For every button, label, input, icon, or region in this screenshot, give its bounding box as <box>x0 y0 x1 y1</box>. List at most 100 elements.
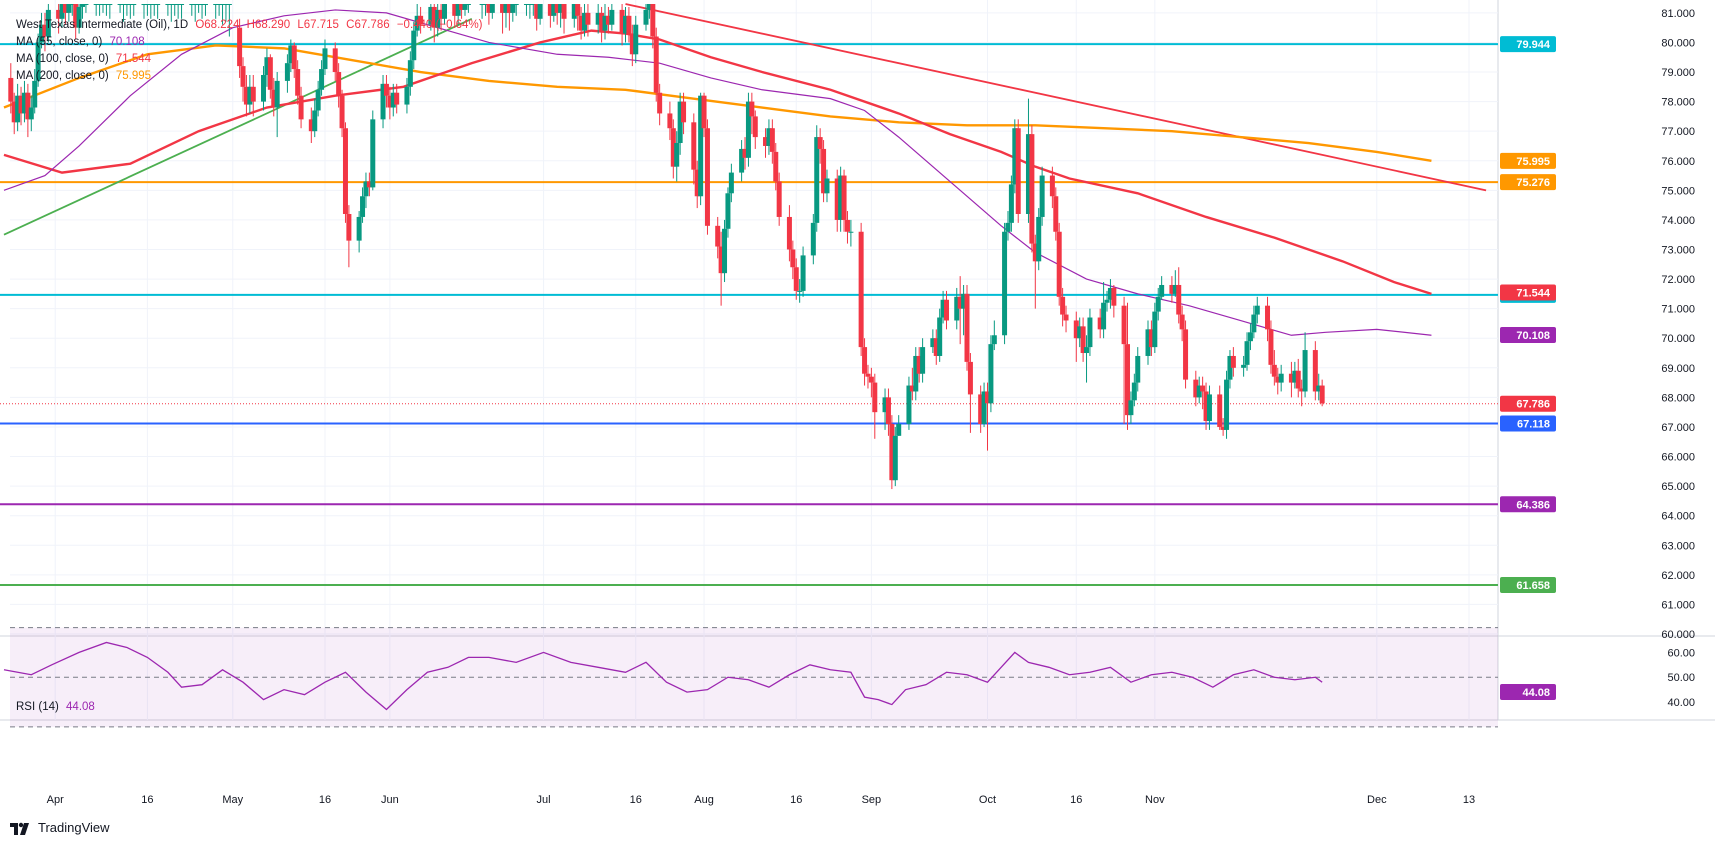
price-tick-label: 72.000 <box>1661 274 1695 286</box>
candle <box>308 107 314 144</box>
candle <box>315 80 321 117</box>
candle-body <box>100 4 106 5</box>
candle <box>28 95 34 132</box>
ma100-legend[interactable]: MA (100, close, 0) 71.544 <box>16 50 151 68</box>
rsi-legend[interactable]: RSI (14) 44.08 <box>16 701 95 713</box>
candle <box>284 54 290 93</box>
candle <box>452 4 458 28</box>
ma200-legend[interactable]: MA (200, close, 0) 75.995 <box>16 67 151 85</box>
candle <box>380 74 386 129</box>
candle-body <box>462 4 468 10</box>
candle-body <box>264 57 270 75</box>
candle-body <box>1244 341 1250 365</box>
candle-body <box>1271 364 1277 377</box>
candle-body <box>745 101 751 158</box>
candle <box>530 4 536 16</box>
tradingview-brand[interactable]: TradingView <box>10 820 110 835</box>
candle-body <box>906 385 912 424</box>
ma-badge-box <box>1500 327 1556 344</box>
candle <box>677 92 683 155</box>
price-tick-label: 80.000 <box>1661 37 1695 49</box>
candle <box>1268 320 1274 374</box>
candle-body <box>240 66 246 87</box>
candle <box>940 290 946 324</box>
candle-body <box>510 4 516 13</box>
candle <box>1230 347 1236 377</box>
level-badge: 75.276 <box>1500 174 1556 191</box>
candle-body <box>1056 231 1062 297</box>
candle <box>715 216 721 259</box>
candle <box>1247 323 1253 351</box>
price-tick-label: 60.000 <box>1661 629 1695 641</box>
candle <box>1077 317 1083 348</box>
ma55-legend[interactable]: MA (55, close, 0) 70.108 <box>16 33 145 51</box>
price-tick-label: 73.000 <box>1661 244 1695 256</box>
candle-body <box>824 178 830 194</box>
candle-body <box>841 175 847 220</box>
candle <box>776 172 782 226</box>
candle <box>1200 376 1206 410</box>
candle-body <box>216 4 222 5</box>
candle <box>120 4 126 22</box>
candle-body <box>479 4 485 5</box>
candle-body <box>561 4 567 19</box>
candle-body <box>653 36 659 93</box>
candle <box>1159 276 1165 300</box>
candle <box>465 4 471 13</box>
price-axis[interactable]: 60.000 61.000 62.000 63.000 64.000 65.000 66.0… <box>1661 8 1695 709</box>
ma-line <box>3 44 1432 162</box>
candle <box>582 4 588 37</box>
candle-body <box>930 338 936 348</box>
ma-line <box>3 9 1432 336</box>
candle <box>66 4 72 22</box>
candle-body <box>226 4 232 5</box>
candle-body <box>172 4 178 5</box>
symbol-legend[interactable]: West Texas Intermediate (Oil), 1D O68.22… <box>16 16 483 34</box>
candle-body <box>202 4 208 5</box>
candle-body <box>1224 379 1230 430</box>
candle-body <box>332 48 338 73</box>
candle <box>1203 382 1209 430</box>
candle-body <box>623 15 628 34</box>
candle-body <box>1288 373 1294 383</box>
candle <box>944 290 950 330</box>
candle <box>1029 125 1035 253</box>
candle <box>800 246 806 297</box>
candle <box>749 92 755 135</box>
candle <box>360 187 366 223</box>
candle-body <box>1268 329 1274 365</box>
candle-body <box>1148 329 1154 348</box>
candle-body <box>1299 388 1305 392</box>
candle-body <box>858 231 864 348</box>
time-tick-label: Nov <box>1145 794 1165 806</box>
ma-badge-label: 71.544 <box>1516 288 1551 300</box>
candle-body <box>380 83 386 120</box>
candle <box>773 143 779 191</box>
candle <box>15 83 21 132</box>
candle <box>1302 332 1308 398</box>
candle-body <box>1251 314 1257 333</box>
candle <box>609 4 615 31</box>
candle-body <box>151 4 157 5</box>
candle-body <box>1128 400 1134 416</box>
candle <box>681 92 687 135</box>
candle-body <box>1101 302 1107 330</box>
candle <box>1217 385 1223 430</box>
symbol-title: West Texas Intermediate (Oil), 1D <box>16 19 189 31</box>
candle-body <box>619 9 625 34</box>
candle-body <box>179 4 185 5</box>
candle <box>482 4 488 16</box>
candle <box>76 4 82 34</box>
candle-body <box>42 24 48 37</box>
candle-body <box>1131 382 1137 401</box>
candle <box>366 172 372 197</box>
candle <box>339 89 345 138</box>
time-axis[interactable]: Apr 16 May 16 Jun Jul 16 Aug 16 Sep Oct 16 Nov Dec 13 <box>47 794 1475 806</box>
candle <box>1111 284 1117 318</box>
change-value: −0.440 (−0.64%) <box>396 19 483 31</box>
candle-body <box>602 15 608 31</box>
candle <box>1008 175 1014 232</box>
candle <box>629 24 635 67</box>
candle <box>1220 418 1226 436</box>
